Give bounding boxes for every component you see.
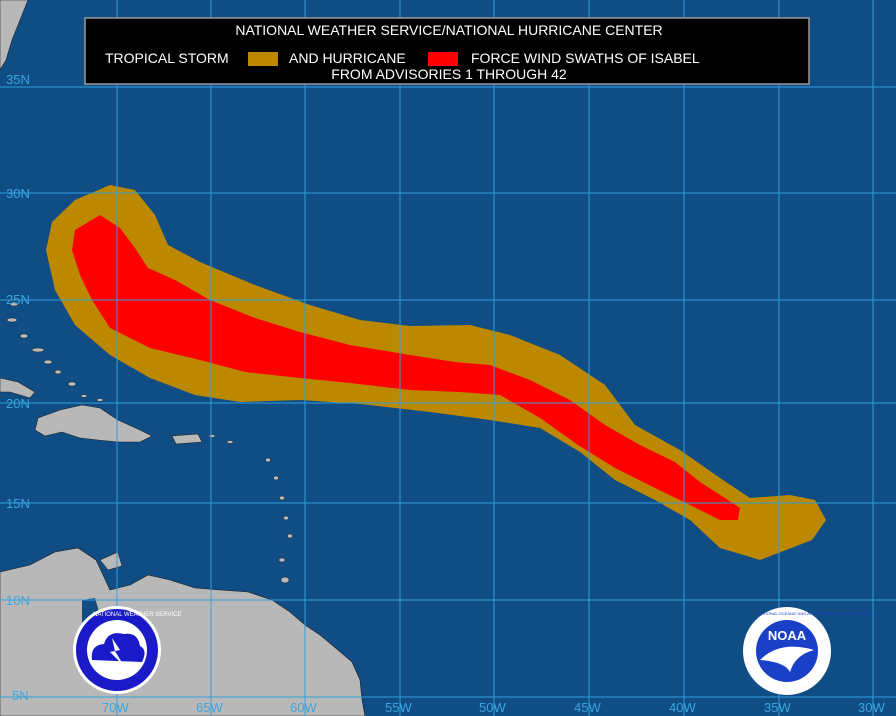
legend-and-label: AND HURRICANE	[289, 50, 406, 66]
legend-force-label: FORCE WIND SWATHS OF ISABEL	[471, 50, 700, 66]
nws-lightning-icon	[110, 638, 124, 666]
nws-logo-text: NATIONAL WEATHER SERVICE	[93, 612, 181, 618]
hurricane-wind-swath	[72, 215, 740, 520]
lat-label: 5N	[12, 688, 29, 703]
lat-label: 20N	[6, 396, 30, 411]
puerto-rico-land	[171, 433, 203, 445]
legend-title: NATIONAL WEATHER SERVICE/NATIONAL HURRIC…	[235, 22, 662, 38]
lon-label: 30W	[858, 700, 885, 715]
small-islands	[6, 301, 293, 584]
lat-label: 30N	[6, 186, 30, 201]
noaa-ring-text: NATIONAL OCEANIC AND ATMOSPHERIC ADMINIS…	[758, 611, 871, 616]
lat-label: 15N	[6, 496, 30, 511]
noaa-logo-text: NOAA	[768, 628, 807, 643]
lon-label: 55W	[385, 700, 412, 715]
legend-advisories: FROM ADVISORIES 1 THROUGH 42	[331, 66, 567, 82]
legend-hurricane-swatch	[428, 52, 458, 66]
longitude-labels: 70W 65W 60W 55W 50W 45W 40W 35W 30W	[102, 700, 885, 715]
legend-box: NATIONAL WEATHER SERVICE/NATIONAL HURRIC…	[84, 17, 810, 85]
lon-label: 60W	[290, 700, 317, 715]
legend-ts-label: TROPICAL STORM	[105, 50, 229, 66]
lat-label: 35N	[6, 72, 30, 87]
lon-label: 65W	[196, 700, 223, 715]
nws-logo: NATIONAL WEATHER SERVICE	[73, 606, 181, 694]
lat-label: 25N	[6, 292, 30, 307]
noaa-logo: NOAA NATIONAL OCEANIC AND ATMOSPHERIC AD…	[743, 607, 871, 695]
lon-label: 40W	[669, 700, 696, 715]
lon-label: 70W	[102, 700, 129, 715]
cuba-land	[0, 377, 36, 399]
lon-label: 45W	[574, 700, 601, 715]
noaa-bird-icon	[760, 646, 814, 672]
hispaniola-land	[34, 404, 153, 443]
us-coast-land	[0, 0, 29, 71]
legend-ts-swatch	[248, 52, 278, 66]
lon-label: 50W	[479, 700, 506, 715]
lat-label: 10N	[6, 593, 30, 608]
latitude-labels: 35N 30N 25N 20N 15N 10N 5N	[6, 72, 30, 703]
lon-label: 35W	[764, 700, 791, 715]
